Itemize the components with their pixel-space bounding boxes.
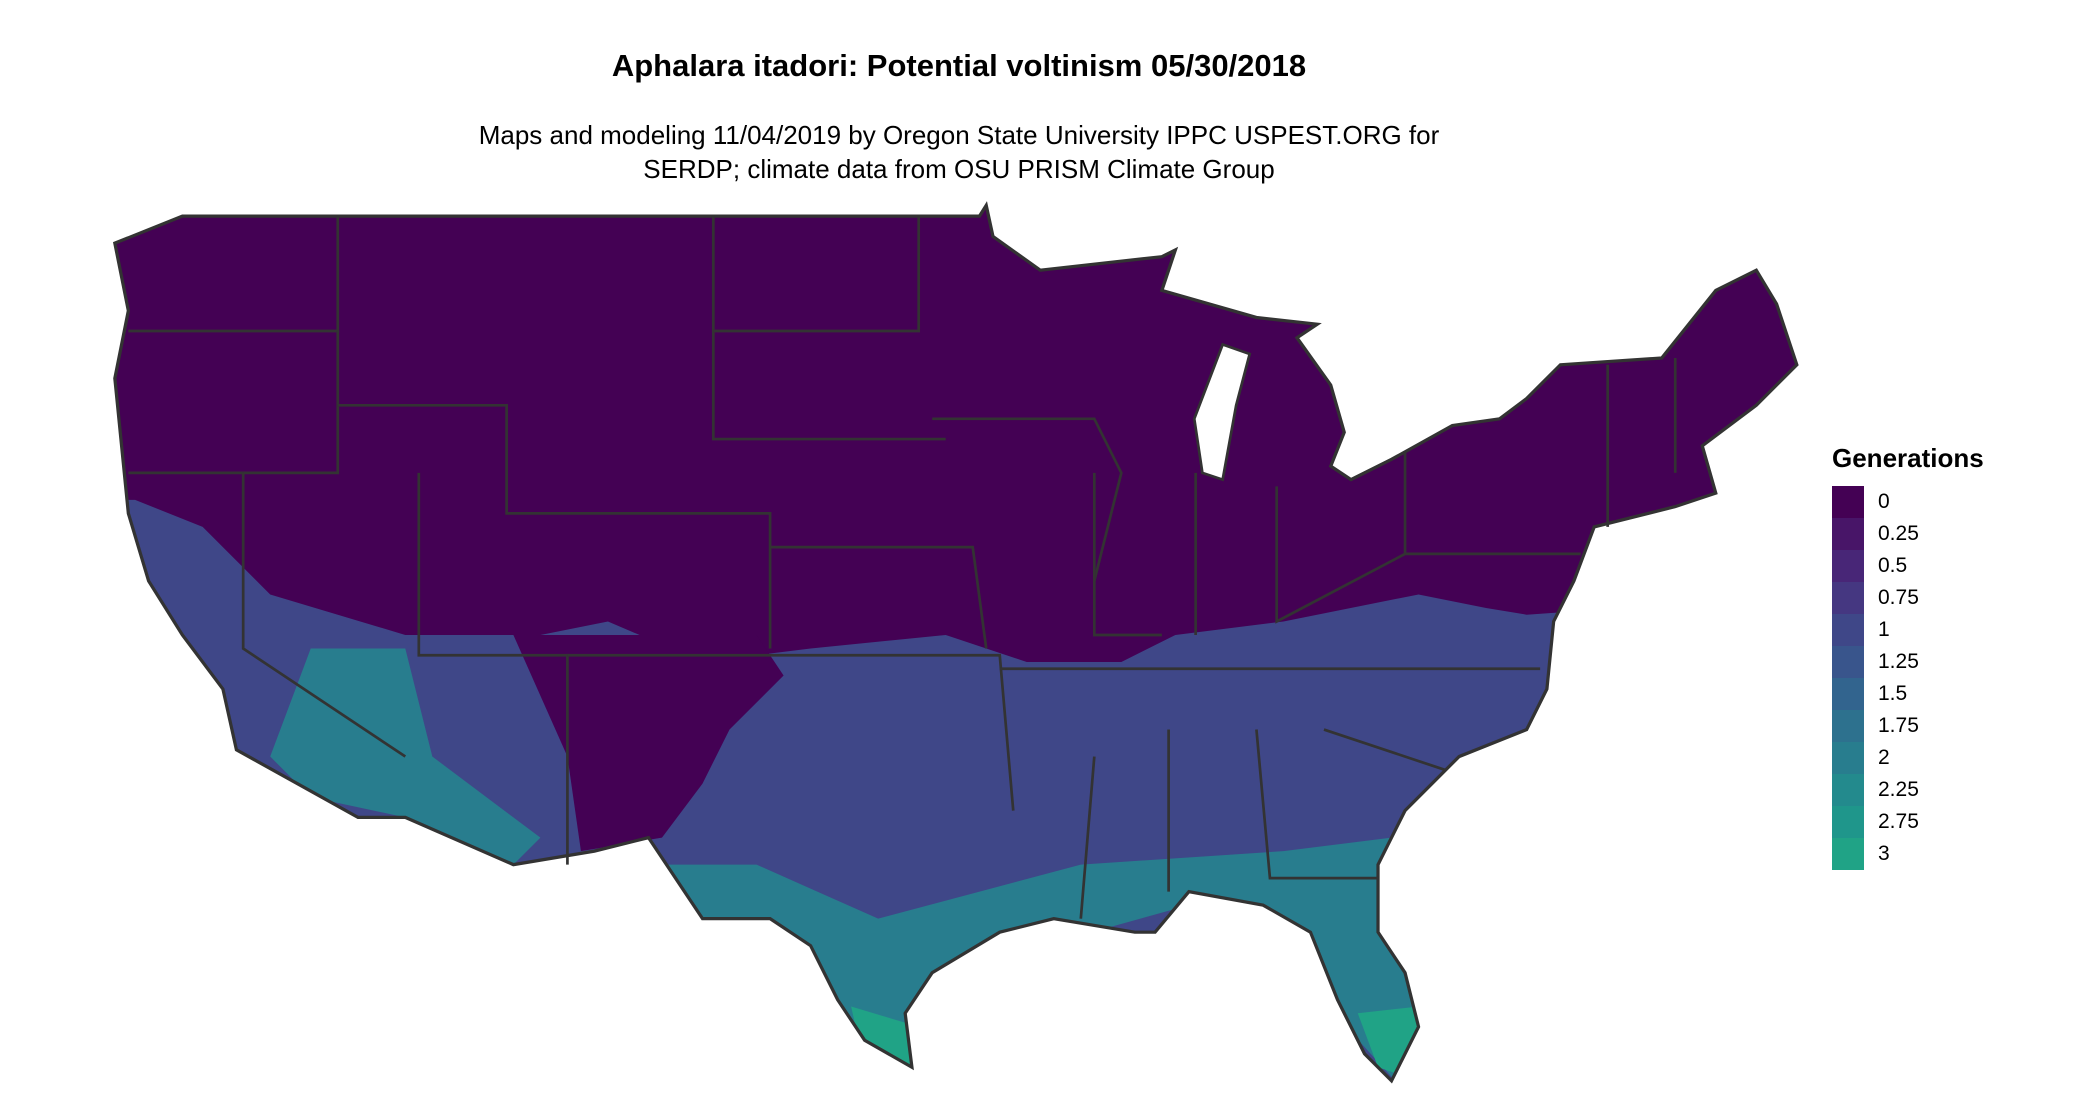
legend-swatch [1832,838,1864,870]
legend-key: 0.25 [1832,518,1984,550]
legend: Generations 0 0.25 0.5 0.75 1 1.25 1.5 1.75 2 2.2… [1832,443,1984,870]
subtitle-line-2: SERDP; climate data from OSU PRISM Clima… [643,154,1275,184]
legend-label: 3 [1878,842,1890,865]
legend-label: 2.75 [1878,810,1919,833]
legend-label: 1.75 [1878,714,1919,737]
legend-swatch [1832,710,1864,742]
legend-swatch [1832,518,1864,550]
legend-key: 1.75 [1832,710,1984,742]
region-0-new-mexico [513,634,784,852]
legend-swatch [1832,774,1864,806]
legend-key: 0 [1832,486,1984,518]
legend-label: 1.5 [1878,682,1908,705]
legend-label: 1 [1878,618,1890,641]
legend-key: 2.75 [1832,806,1984,838]
legend-title: Generations [1832,443,1984,473]
legend-label: 2.25 [1878,778,1919,801]
legend-label: 0.5 [1878,554,1908,577]
legend-key: 2 [1832,742,1984,774]
legend-key: 3 [1832,838,1984,870]
legend-label: 0.25 [1878,522,1919,545]
chart-subtitle: Maps and modeling 11/04/2019 by Oregon S… [0,118,1918,186]
legend-key: 1.5 [1832,678,1984,710]
legend-swatch [1832,550,1864,582]
us-outline [112,201,1799,1084]
legend-label: 2 [1878,746,1890,769]
legend-label: 1.25 [1878,650,1919,673]
lake-michigan [1192,342,1252,482]
legend-key: 2.25 [1832,774,1984,806]
region-3-generations [851,1006,1419,1081]
legend-swatch [1832,678,1864,710]
legend-key: 0.75 [1832,582,1984,614]
state-borders [128,216,1677,919]
legend-key: 1 [1832,614,1984,646]
legend-swatch [1832,742,1864,774]
legend-key: 0.5 [1832,550,1984,582]
legend-label: 0.75 [1878,586,1919,609]
chart-title: Aphalara itadori: Potential voltinism 05… [611,48,1307,83]
legend-key: 1.25 [1832,646,1984,678]
legend-swatch [1832,646,1864,678]
legend-swatch [1832,486,1864,518]
subtitle-line-1: Maps and modeling 11/04/2019 by Oregon S… [478,120,1440,150]
legend-keys: 0 0.25 0.5 0.75 1 1.25 1.5 1.75 2 2.25 2.75 3 [1832,486,1984,870]
legend-swatch [1832,582,1864,614]
legend-swatch [1832,614,1864,646]
legend-label: 0 [1878,490,1890,513]
legend-swatch [1832,806,1864,838]
